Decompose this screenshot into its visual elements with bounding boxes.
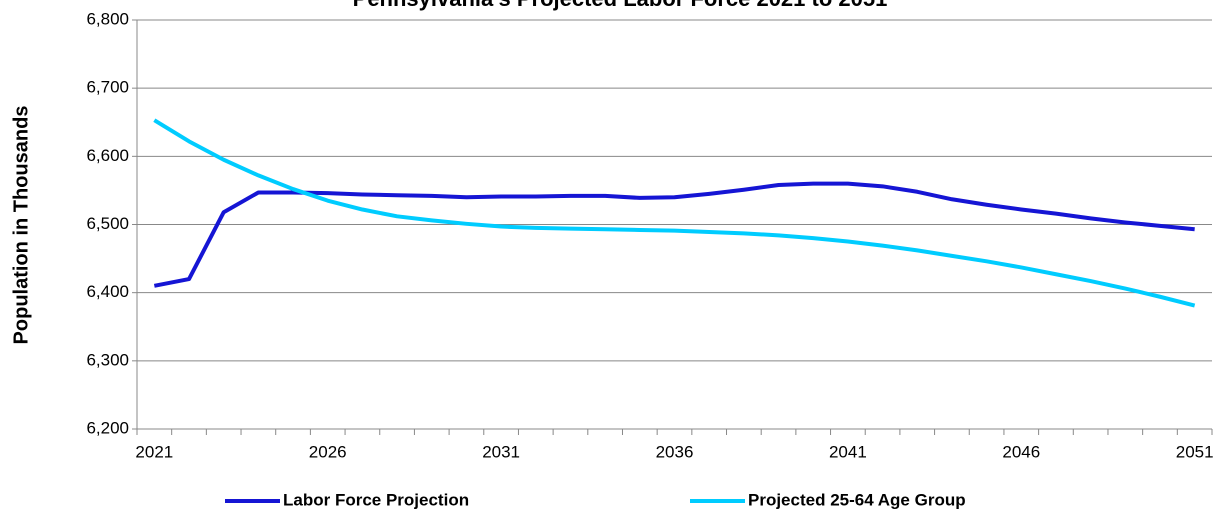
legend-label: Labor Force Projection — [283, 490, 469, 509]
x-tick-label: 2036 — [656, 442, 694, 461]
x-tick-label: 2046 — [1002, 442, 1040, 461]
y-tick-label: 6,400 — [86, 282, 129, 301]
x-tick-label: 2041 — [829, 442, 867, 461]
y-axis-label: Population in Thousands — [10, 106, 32, 345]
y-tick-label: 6,300 — [86, 350, 129, 369]
x-tick-label: 2026 — [309, 442, 347, 461]
x-tick-label: 2021 — [135, 442, 173, 461]
chart-title: Pennsylvania's Projected Labor Force 202… — [353, 0, 888, 11]
x-tick-label: 2031 — [482, 442, 520, 461]
y-tick-label: 6,600 — [86, 146, 129, 165]
y-tick-label: 6,200 — [86, 418, 129, 437]
x-tick-label: 2051 — [1176, 442, 1214, 461]
line-series — [153, 181, 1195, 288]
line-series — [153, 118, 1196, 308]
y-tick-label: 6,500 — [86, 214, 129, 233]
legend-label: Projected 25-64 Age Group — [748, 490, 966, 509]
y-tick-label: 6,800 — [86, 9, 129, 28]
y-tick-label: 6,700 — [86, 78, 129, 97]
